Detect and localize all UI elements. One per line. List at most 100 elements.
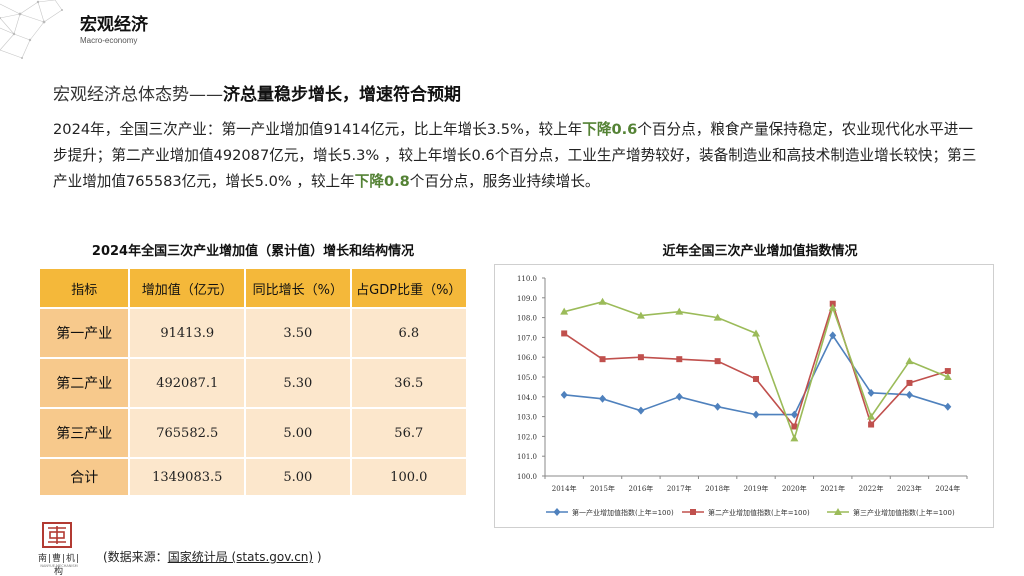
x-tick-label: 2022年 — [859, 484, 884, 493]
series-1-point — [905, 390, 913, 399]
logo-subtext: NANYUE MECHANISM — [40, 564, 78, 568]
series-2-point — [561, 330, 568, 337]
x-tick-label: 2017年 — [667, 484, 692, 493]
series-3-point — [790, 434, 799, 442]
y-tick-label: 102.0 — [517, 433, 537, 441]
organization-logo: 南|曹|机|构 NANYUE MECHANISM — [33, 522, 85, 576]
table-cell: 3.50 — [244, 307, 352, 359]
series-1-point — [790, 410, 798, 419]
series-3-point — [598, 297, 607, 305]
series-3-point — [675, 307, 684, 315]
x-tick-label: 2023年 — [897, 484, 922, 493]
series-3-point — [867, 412, 876, 420]
x-tick-label: 2020年 — [782, 484, 807, 493]
series-3-point — [636, 311, 645, 319]
x-tick-label: 2015年 — [590, 484, 615, 493]
summary-text-2: 个百分点，粮食产量保持稳定，农业现代化水平进一步提升；第二产业增加值492087… — [53, 121, 977, 190]
industry-table: 指标 增加值（亿元） 同比增长（%） 占GDP比重（%） 第一产业 91413.… — [37, 267, 469, 497]
y-tick-label: 107.0 — [517, 334, 537, 342]
table-title: 2024年全国三次产业增加值（累计值）增长和结构情况 — [91, 244, 415, 259]
legend-label-3: 第三产业增加值指数(上年=100) — [853, 508, 955, 517]
series-3-point — [905, 357, 914, 365]
series-1-point — [944, 402, 952, 411]
source-suffix: ) — [313, 550, 322, 564]
x-tick-label: 2024年 — [935, 484, 960, 493]
table-row-label: 第三产业 — [37, 407, 131, 459]
legend-label-1: 第一产业增加值指数(上年=100) — [572, 508, 674, 517]
header-subtitle: Macro-economy — [80, 36, 138, 45]
table-row-label: 第一产业 — [37, 307, 131, 359]
series-1-point — [560, 390, 568, 399]
table-cell: 36.5 — [349, 357, 469, 409]
summary-decline-2: 下降0.8 — [354, 173, 410, 190]
chart-frame — [494, 264, 994, 528]
series-2-point — [868, 421, 875, 428]
table-cell: 56.7 — [349, 407, 469, 459]
y-tick-label: 110.0 — [517, 275, 537, 283]
series-2-point — [753, 375, 759, 382]
table-header-cell: 增加值（亿元） — [128, 267, 247, 309]
header-title: 宏观经济 — [80, 15, 148, 35]
section-title-prefix: 宏观经济总体态势—— — [53, 85, 223, 105]
section-title: 宏观经济总体态势——济总量稳步增长，增速符合预期 — [53, 80, 461, 105]
source-link[interactable]: 国家统计局 (stats.gov.cn) — [167, 550, 314, 564]
y-tick-label: 101.0 — [517, 453, 537, 461]
section-title-emphasis: 济总量稳步增长，增速符合预期 — [223, 85, 461, 105]
series-line-2 — [563, 301, 949, 429]
table-cell: 5.00 — [244, 407, 352, 459]
series-1-point — [714, 402, 722, 411]
series-1-point — [675, 392, 683, 401]
summary-decline-1: 下降0.6 — [582, 121, 638, 138]
y-tick-label: 103.0 — [517, 414, 537, 422]
logo-seal-icon — [42, 522, 72, 548]
table-header-cell: 同比增长（%） — [244, 267, 352, 309]
series-3-point — [560, 307, 569, 315]
table-row-label: 合计 — [37, 457, 131, 497]
series-2-point — [906, 379, 913, 386]
series-3-point — [828, 303, 837, 311]
legend-marker-1 — [553, 508, 561, 516]
x-tick-label: 2019年 — [744, 484, 769, 493]
summary-text-3: 个百分点，服务业持续增长。 — [409, 173, 600, 190]
series-1-point — [752, 410, 760, 419]
series-2-point — [714, 358, 721, 365]
y-tick-label: 100.0 — [517, 473, 537, 481]
table-cell: 5.00 — [244, 457, 352, 497]
data-source: (数据来源：国家统计局 (stats.gov.cn) ) — [103, 548, 322, 565]
series-1-point — [637, 406, 645, 415]
corner-network-decoration — [0, 0, 63, 59]
table-header-row: 指标 增加值（亿元） 同比增长（%） 占GDP比重（%） — [37, 267, 469, 309]
x-tick-label: 2014年 — [552, 484, 577, 493]
y-tick-label: 108.0 — [517, 315, 537, 323]
source-prefix: (数据来源： — [103, 550, 168, 564]
summary-text-1: 2024年，全国三次产业：第一产业增加值91414亿元，比上年增长3.5%，较上… — [53, 121, 583, 138]
table-cell: 5.30 — [244, 357, 352, 409]
series-2-point — [676, 356, 683, 363]
table-cell: 1349083.5 — [128, 457, 247, 497]
table-total-row: 合计 1349083.5 5.00 100.0 — [37, 457, 469, 497]
table-row-label: 第二产业 — [37, 357, 131, 409]
legend-marker-3 — [834, 508, 842, 515]
series-3-point — [752, 329, 760, 337]
table-cell: 6.8 — [349, 307, 469, 359]
y-tick-label: 106.0 — [517, 354, 537, 362]
table-header-cell: 指标 — [37, 267, 131, 309]
table-cell: 492087.1 — [128, 357, 247, 409]
index-line-chart: 100.0 101.0 102.0 103.0 104.0 105.0 106.0 107.0… — [517, 275, 968, 517]
y-tick-label: 109.0 — [517, 295, 537, 303]
series-1-point — [867, 388, 875, 397]
table-cell: 765582.5 — [128, 407, 247, 459]
series-1-point — [599, 394, 607, 403]
table-header-cell: 占GDP比重（%） — [349, 267, 469, 309]
series-2-point — [637, 354, 644, 361]
series-1-point — [829, 331, 837, 340]
table-cell: 91413.9 — [128, 307, 247, 359]
table-cell: 100.0 — [349, 457, 469, 497]
legend-marker-2 — [690, 509, 696, 515]
table-row: 第三产业 765582.5 5.00 56.7 — [37, 407, 469, 459]
y-tick-label: 104.0 — [517, 394, 537, 402]
table-row: 第二产业 492087.1 5.30 36.5 — [37, 357, 469, 409]
x-tick-label: 2018年 — [705, 484, 730, 493]
series-2-point — [944, 368, 951, 375]
legend-label-2: 第二产业增加值指数(上年=100) — [708, 508, 810, 517]
